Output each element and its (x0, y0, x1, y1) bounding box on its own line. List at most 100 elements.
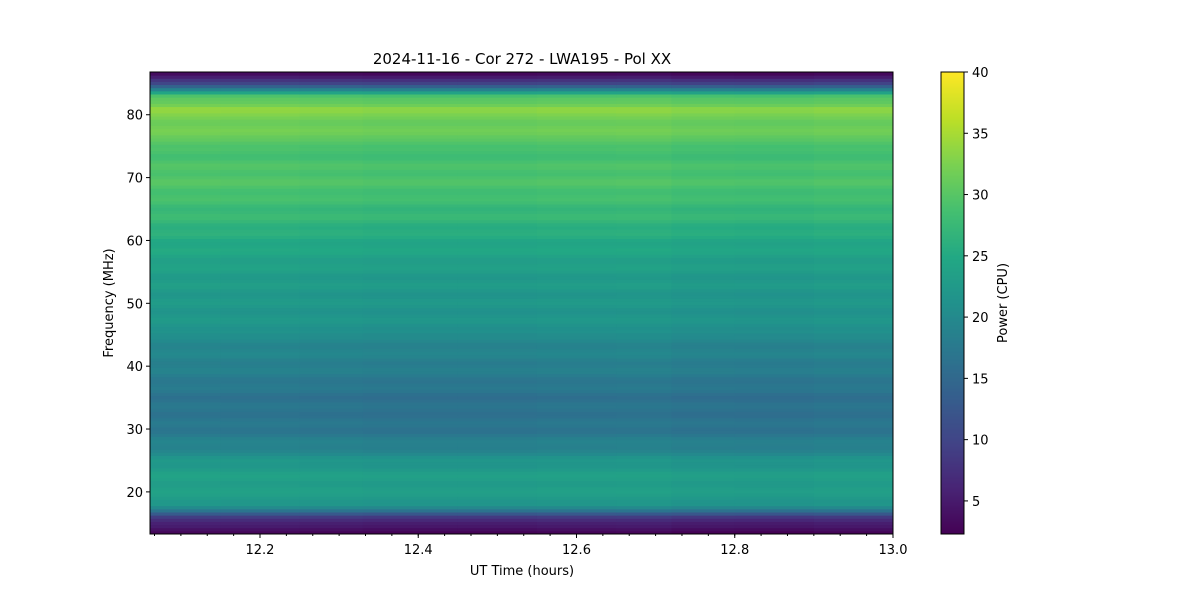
heatmap-cell (671, 97, 736, 101)
heatmap-cell (536, 376, 617, 381)
heatmap-cell (220, 364, 301, 368)
heatmap-cell (457, 486, 538, 491)
heatmap-cell (220, 348, 301, 353)
heatmap-cell (220, 332, 301, 337)
heatmap-cell (616, 251, 672, 255)
heatmap-cell (734, 251, 815, 255)
heatmap-cell (362, 153, 459, 158)
colorbar-segment (941, 430, 964, 433)
heatmap-cell (299, 527, 364, 532)
heatmap-cell (734, 392, 815, 397)
heatmap-cell (536, 185, 617, 189)
heatmap-cell (734, 106, 815, 111)
heatmap-cell (150, 87, 221, 92)
heatmap-cell (457, 392, 538, 397)
colorbar-segment (941, 72, 964, 75)
heatmap-cell (362, 521, 459, 526)
heatmap-cell (220, 125, 301, 130)
heatmap-cell (362, 238, 459, 243)
heatmap-cell (220, 358, 301, 362)
heatmap-cell (362, 169, 459, 174)
colorbar-segment (941, 526, 964, 529)
heatmap-cell (616, 342, 672, 346)
heatmap-cell (536, 358, 617, 362)
heatmap-cell (813, 480, 894, 485)
heatmap-cell (299, 414, 364, 419)
heatmap-cell (220, 266, 301, 271)
heatmap-cell (220, 257, 301, 262)
heatmap-cell (299, 405, 364, 409)
heatmap-cell (813, 292, 894, 296)
heatmap-cell (616, 455, 672, 460)
colorbar-segment (941, 210, 964, 213)
heatmap-cell (299, 496, 364, 500)
heatmap-cell (734, 238, 815, 243)
heatmap-cell (220, 241, 301, 246)
colorbar-segment (941, 114, 964, 117)
colorbar-segment (941, 416, 964, 419)
heatmap-cell (616, 373, 672, 378)
heatmap-cell (671, 439, 736, 444)
colorbar-segment (941, 446, 964, 449)
colorbar-segment (941, 196, 964, 199)
heatmap-cell (457, 72, 538, 76)
heatmap-cell (813, 329, 894, 334)
heatmap-cell (734, 210, 815, 214)
heatmap-cell (616, 134, 672, 139)
heatmap-cell (150, 348, 221, 353)
heatmap-cell (457, 342, 538, 346)
heatmap-cell (220, 493, 301, 497)
heatmap-cell (813, 408, 894, 412)
heatmap-cell (150, 279, 221, 284)
colorbar-segment (941, 172, 964, 175)
heatmap-cell (813, 424, 894, 428)
heatmap-cell (671, 194, 736, 199)
heatmap-cell (457, 398, 538, 403)
heatmap-cell (299, 160, 364, 164)
heatmap-cell (150, 138, 221, 142)
heatmap-cell (813, 248, 894, 252)
heatmap-cell (299, 94, 364, 98)
colorbar-segment (941, 136, 964, 139)
heatmap-cell (616, 75, 672, 79)
heatmap-cell (299, 361, 364, 365)
heatmap-cell (813, 320, 894, 324)
heatmap-cell (457, 109, 538, 114)
heatmap-cell (150, 515, 221, 519)
heatmap-cell (299, 455, 364, 460)
heatmap-cell (299, 263, 364, 268)
heatmap-cell (734, 103, 815, 108)
heatmap-cell (734, 505, 815, 510)
heatmap-cell (457, 251, 538, 255)
heatmap-cell (813, 109, 894, 114)
heatmap-cell (362, 191, 459, 196)
heatmap-cell (220, 361, 301, 365)
heatmap-cell (616, 530, 672, 535)
heatmap-cell (671, 260, 736, 265)
heatmap-cell (536, 244, 617, 249)
heatmap-cell (362, 163, 459, 167)
heatmap-cell (150, 200, 221, 205)
heatmap-cell (457, 100, 538, 104)
heatmap-cell (299, 439, 364, 444)
heatmap-cell (150, 128, 221, 133)
heatmap-cell (616, 216, 672, 221)
heatmap-cell (150, 304, 221, 309)
heatmap-cell (536, 94, 617, 98)
heatmap-cell (536, 295, 617, 299)
heatmap-cell (220, 282, 301, 287)
heatmap-cell (536, 301, 617, 306)
colorbar-segment (941, 260, 964, 263)
heatmap-cell (616, 103, 672, 108)
heatmap-cell (813, 144, 894, 148)
heatmap-cell (220, 72, 301, 76)
heatmap-cell (536, 229, 617, 233)
colorbar-segment (941, 78, 964, 81)
heatmap-cell (150, 125, 221, 130)
heatmap-cell (220, 178, 301, 183)
heatmap-cell (813, 97, 894, 101)
heatmap-cell (734, 109, 815, 114)
heatmap-cell (457, 270, 538, 274)
heatmap-cell (616, 307, 672, 312)
heatmap-cell (220, 420, 301, 425)
